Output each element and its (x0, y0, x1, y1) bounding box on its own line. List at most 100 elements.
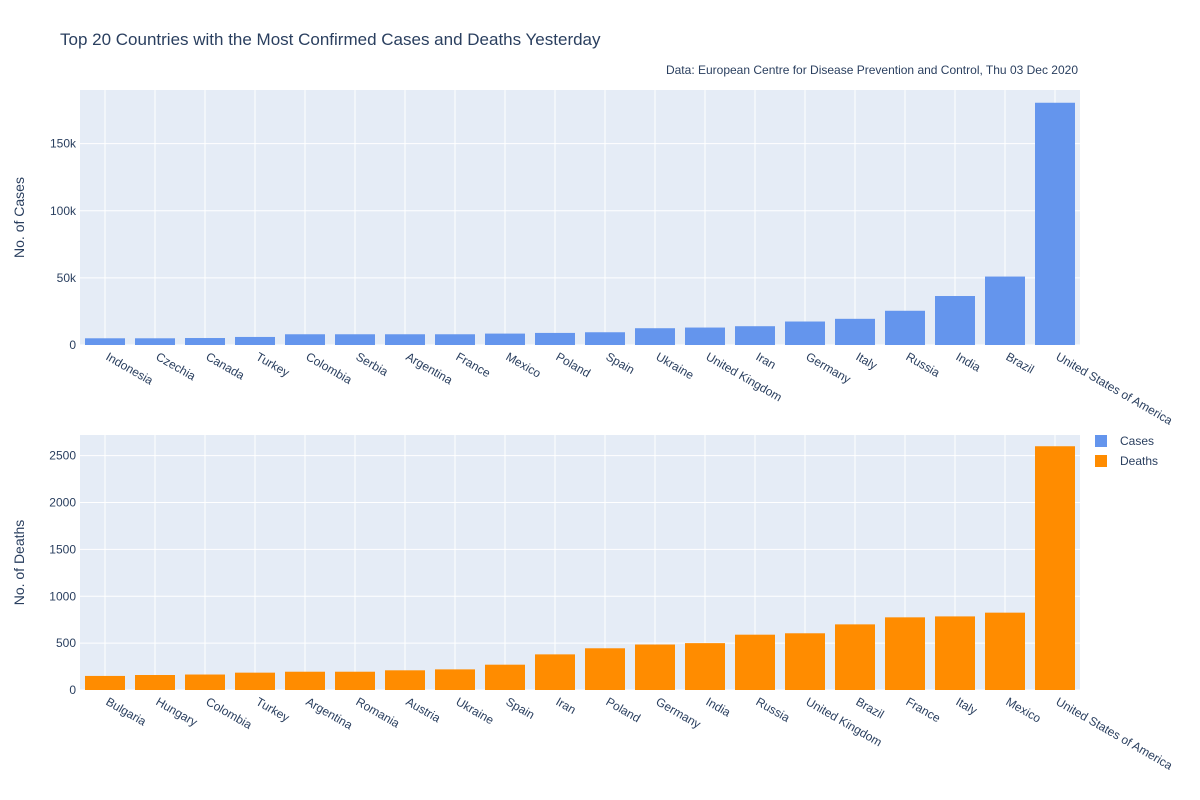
y-tick-label: 50k (57, 271, 77, 285)
deaths-bar[interactable] (735, 634, 775, 690)
cases-bar[interactable] (385, 334, 425, 345)
cases-bar[interactable] (885, 310, 925, 345)
y-tick-label: 500 (56, 636, 76, 650)
y-axis-title: No. of Cases (11, 177, 27, 258)
deaths-bar[interactable] (885, 617, 925, 690)
cases-bar[interactable] (485, 333, 525, 345)
x-tick-label: Ukraine (454, 694, 497, 727)
y-tick-label: 150k (50, 137, 77, 151)
deaths-bar[interactable] (985, 612, 1025, 690)
y-tick-label: 0 (69, 338, 76, 352)
cases-bar[interactable] (685, 327, 725, 345)
deaths-bar[interactable] (535, 654, 575, 690)
x-tick-label: Romania (354, 694, 403, 730)
x-tick-label: Germany (654, 694, 704, 731)
x-tick-label: Iran (554, 694, 579, 716)
chart-title: Top 20 Countries with the Most Confirmed… (60, 30, 601, 49)
deaths-bar[interactable] (685, 643, 725, 690)
x-tick-label: United States of America (1054, 694, 1176, 772)
cases-bar[interactable] (585, 332, 625, 345)
x-tick-label: Mexico (1004, 694, 1044, 725)
y-tick-label: 0 (69, 683, 76, 697)
x-tick-label: United States of America (1054, 349, 1176, 427)
x-tick-label: France (904, 694, 944, 725)
x-tick-label: Turkey (254, 694, 292, 724)
x-tick-label: Poland (554, 349, 593, 380)
cases-bar[interactable] (835, 318, 875, 345)
cases-bar[interactable] (1035, 102, 1075, 345)
deaths-bar[interactable] (285, 671, 325, 690)
cases-bar[interactable] (935, 296, 975, 345)
x-tick-label: France (454, 349, 494, 380)
x-tick-label: Iran (754, 349, 779, 371)
x-tick-label: Brazil (854, 694, 887, 721)
x-tick-label: Serbia (354, 349, 391, 379)
x-tick-label: India (954, 349, 984, 374)
deaths-bar[interactable] (85, 675, 125, 690)
x-tick-label: Colombia (304, 349, 355, 387)
cases-bar[interactable] (735, 326, 775, 345)
y-tick-label: 1500 (49, 542, 76, 556)
deaths-bar[interactable] (135, 675, 175, 690)
cases-bar[interactable] (285, 334, 325, 345)
deaths-bar[interactable] (1035, 446, 1075, 690)
deaths-bar[interactable] (485, 664, 525, 690)
x-tick-label: India (704, 694, 734, 719)
legend-label[interactable]: Cases (1120, 434, 1154, 448)
cases-bar[interactable] (85, 338, 125, 345)
cases-bar[interactable] (185, 338, 225, 345)
deaths-bar[interactable] (935, 616, 975, 690)
x-tick-label: Czechia (154, 349, 199, 383)
deaths-bar[interactable] (185, 674, 225, 690)
deaths-bar[interactable] (785, 633, 825, 690)
y-tick-label: 100k (50, 204, 77, 218)
x-tick-label: Mexico (504, 349, 544, 380)
x-tick-label: Argentina (404, 349, 456, 387)
deaths-bar[interactable] (635, 644, 675, 690)
x-tick-label: Indonesia (104, 349, 156, 387)
deaths-bar[interactable] (235, 672, 275, 690)
x-tick-label: Canada (204, 349, 248, 382)
y-tick-label: 2000 (49, 496, 76, 510)
y-tick-label: 2500 (49, 449, 76, 463)
cases-bar[interactable] (235, 336, 275, 345)
cases-bar[interactable] (635, 328, 675, 345)
deaths-bar[interactable] (435, 669, 475, 690)
legend-swatch[interactable] (1095, 435, 1107, 447)
x-tick-label: Russia (904, 349, 943, 380)
legend-label[interactable]: Deaths (1120, 454, 1158, 468)
cases-bar[interactable] (535, 332, 575, 345)
x-tick-label: Spain (504, 694, 538, 721)
cases-bar[interactable] (135, 338, 175, 345)
deaths-bar[interactable] (585, 648, 625, 690)
deaths-panel: 0 500 1000 1500 2000 2500 Bulgaria Hungary Colom… (11, 435, 1175, 773)
y-axis-title: No. of Deaths (11, 520, 27, 606)
x-tick-label: Bulgaria (104, 694, 149, 728)
plot-area (80, 435, 1080, 690)
x-tick-label: Italy (854, 349, 880, 372)
legend[interactable]: Cases Deaths (1095, 434, 1158, 468)
x-tick-label: Germany (804, 349, 854, 386)
x-tick-label: Colombia (204, 694, 255, 732)
y-tick-label: 1000 (49, 589, 76, 603)
x-tick-label: Russia (754, 694, 793, 725)
x-tick-label: Turkey (254, 349, 292, 379)
x-tick-label: Argentina (304, 694, 356, 732)
x-tick-label: Spain (604, 349, 638, 376)
deaths-bar[interactable] (835, 624, 875, 690)
x-tick-label: Hungary (154, 694, 200, 729)
cases-bar[interactable] (785, 321, 825, 345)
deaths-bar[interactable] (385, 670, 425, 690)
legend-swatch[interactable] (1095, 455, 1107, 467)
cases-bar[interactable] (985, 276, 1025, 345)
plot-area (80, 90, 1080, 345)
x-tick-label: Austria (404, 694, 444, 725)
x-tick-label: Italy (954, 694, 980, 717)
cases-bar[interactable] (335, 334, 375, 345)
deaths-bar[interactable] (335, 671, 375, 690)
x-tick-label: Ukraine (654, 349, 697, 382)
x-tick-label: Poland (604, 694, 643, 725)
cases-bar[interactable] (435, 334, 475, 345)
